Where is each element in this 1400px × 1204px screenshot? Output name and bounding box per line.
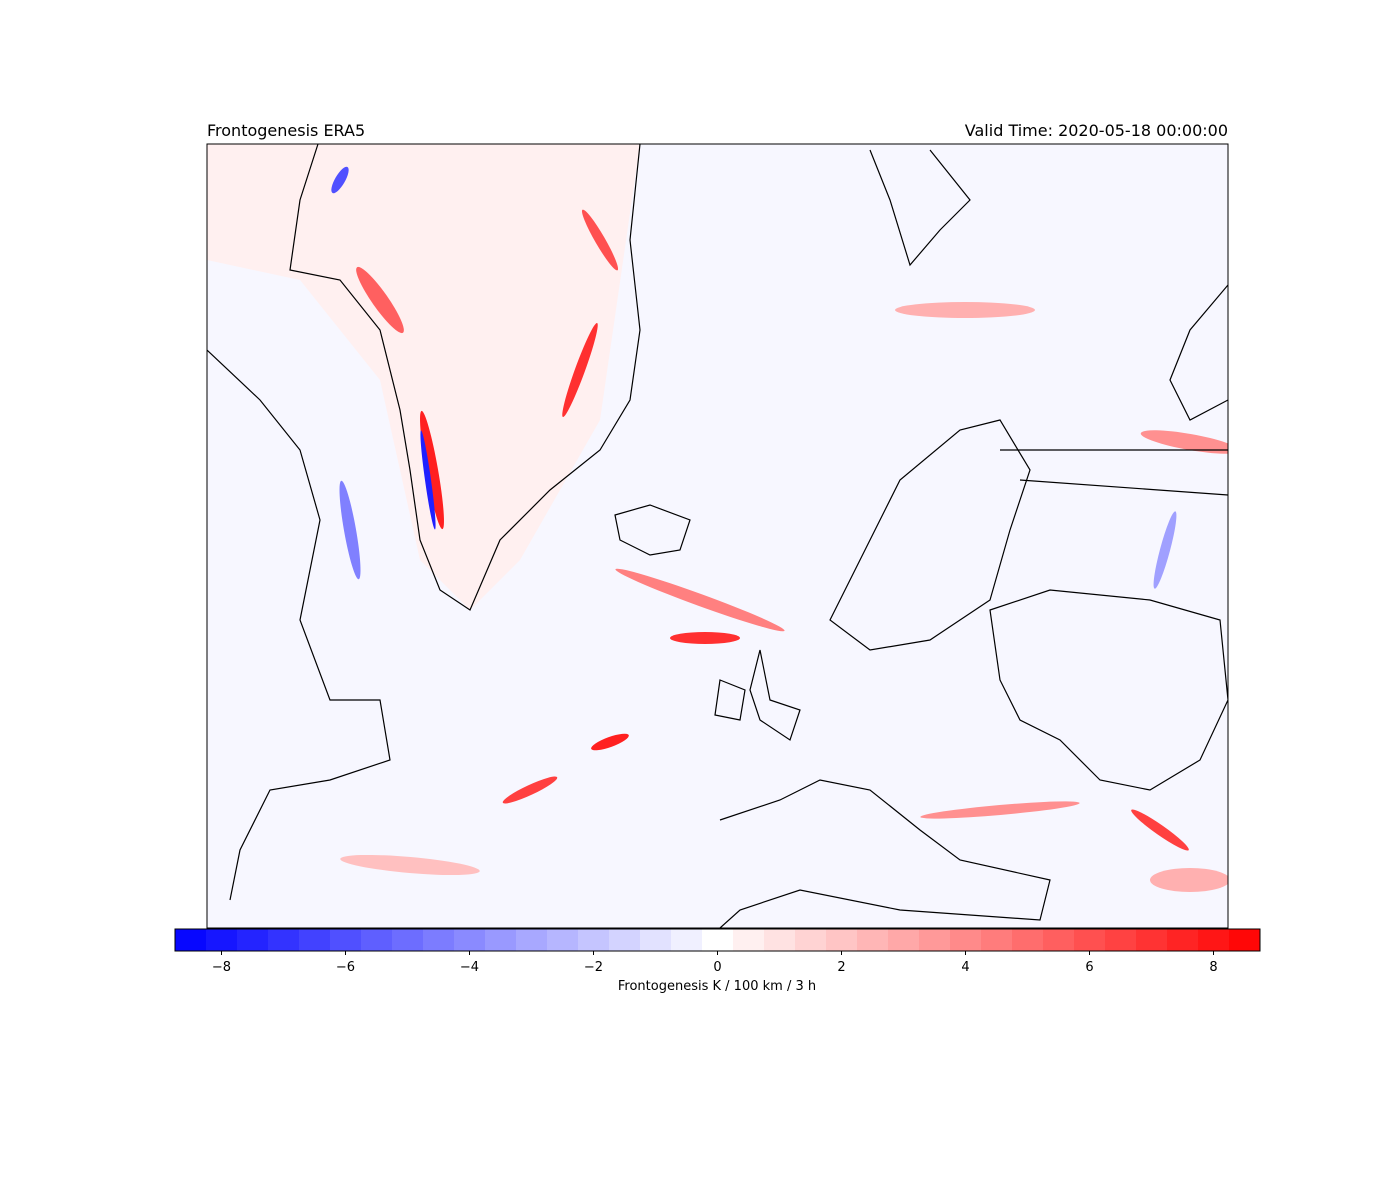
colorbar-segment <box>733 929 765 951</box>
colorbar-segment <box>857 929 889 951</box>
colorbar-segment <box>237 929 269 951</box>
colorbar-segment <box>1043 929 1075 951</box>
colorbar-segment <box>485 929 517 951</box>
colorbar-segment <box>206 929 238 951</box>
colorbar-segment <box>764 929 796 951</box>
colorbar-tick-label: 2 <box>837 960 845 975</box>
colorbar-segment <box>919 929 951 951</box>
colorbar-segment <box>671 929 703 951</box>
colorbar-tick-label: −8 <box>212 960 231 975</box>
valid-time: Valid Time: 2020-05-18 00:00:00 <box>965 121 1228 140</box>
colorbar-segment <box>1012 929 1044 951</box>
colorbar-tick-label: 4 <box>961 960 969 975</box>
colorbar-segment <box>392 929 424 951</box>
colorbar-segment <box>1198 929 1230 951</box>
colorbar-segment <box>888 929 920 951</box>
colorbar-segment <box>1167 929 1199 951</box>
colorbar-segment <box>609 929 641 951</box>
colorbar-segment <box>826 929 858 951</box>
colorbar-segment <box>330 929 362 951</box>
colorbar-tick-label: −4 <box>460 960 479 975</box>
colorbar-segment <box>299 929 331 951</box>
colorbar-segment <box>981 929 1013 951</box>
colorbar-segment <box>795 929 827 951</box>
colorbar-segment <box>578 929 610 951</box>
colorbar-segment <box>423 929 455 951</box>
map-field <box>207 144 1228 928</box>
colorbar-segment <box>702 929 734 951</box>
colorbar-tick-label: 6 <box>1085 960 1093 975</box>
colorbar-segment <box>268 929 300 951</box>
colorbar-tick-label: −2 <box>584 960 603 975</box>
colorbar-segment <box>950 929 982 951</box>
colorbar-tick-label: 8 <box>1209 960 1217 975</box>
colorbar-segment <box>1105 929 1137 951</box>
colorbar-segment <box>1229 929 1261 951</box>
colorbar-segment <box>361 929 393 951</box>
colorbar-segment <box>1136 929 1168 951</box>
colorbar-segment <box>1074 929 1106 951</box>
colorbar-segment <box>516 929 548 951</box>
colorbar-segment <box>175 929 207 951</box>
colorbar-segment <box>640 929 672 951</box>
map-frame <box>206 143 1229 929</box>
map-title: Frontogenesis ERA5 <box>207 121 365 140</box>
colorbar: −8 −6 −4 −2 0 2 4 6 8 <box>174 928 1261 975</box>
colorbar-tick-label: −6 <box>336 960 355 975</box>
colorbar-label: Frontogenesis K / 100 km / 3 h <box>618 979 816 994</box>
colorbar-segment <box>454 929 486 951</box>
colorbar-segment <box>547 929 579 951</box>
colorbar-tick-label: 0 <box>713 960 721 975</box>
